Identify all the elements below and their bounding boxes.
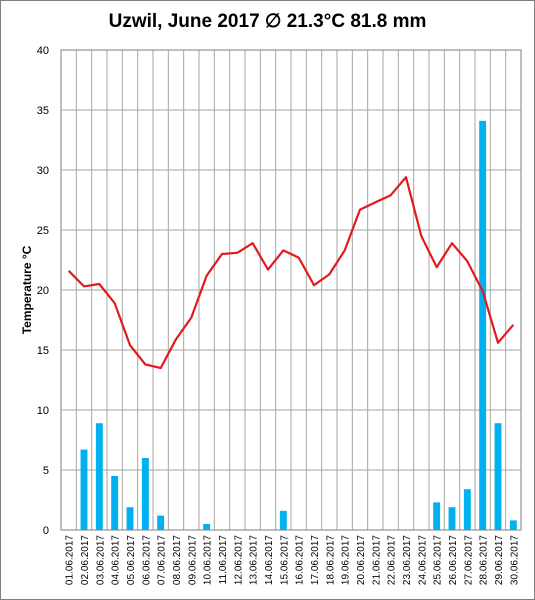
x-tick-label: 10.06.2017 xyxy=(203,535,214,585)
precipitation-bar xyxy=(433,502,441,530)
x-tick-label: 27.06.2017 xyxy=(463,535,474,585)
precipitation-bar xyxy=(111,476,119,530)
precipitation-bar xyxy=(463,489,471,530)
precipitation-bar xyxy=(509,520,517,530)
precipitation-bar xyxy=(126,507,134,530)
x-tick-label: 26.06.2017 xyxy=(448,535,459,585)
x-tick-label: 03.06.2017 xyxy=(95,535,106,585)
x-tick-label: 16.06.2017 xyxy=(295,535,306,585)
x-tick-label: 06.06.2017 xyxy=(141,535,152,585)
x-tick-label: 18.06.2017 xyxy=(325,535,336,585)
y-tick-label: 30 xyxy=(37,165,49,177)
y-tick-label: 20 xyxy=(37,285,49,297)
x-tick-label: 02.06.2017 xyxy=(80,535,91,585)
precipitation-bar xyxy=(448,507,456,530)
x-tick-label: 09.06.2017 xyxy=(187,535,198,585)
precipitation-bar xyxy=(479,120,487,531)
x-tick-label: 19.06.2017 xyxy=(341,535,352,585)
x-tick-label: 08.06.2017 xyxy=(172,535,183,585)
x-tick-label: 12.06.2017 xyxy=(233,535,244,585)
x-tick-label: 23.06.2017 xyxy=(402,535,413,585)
x-tick-label: 17.06.2017 xyxy=(310,535,321,585)
x-tick-label: 25.06.2017 xyxy=(433,535,444,585)
x-tick-label: 15.06.2017 xyxy=(279,535,290,585)
y-axis-label: Temperature °C xyxy=(20,245,34,334)
x-tick-label: 01.06.2017 xyxy=(65,535,76,585)
precipitation-bar xyxy=(157,515,165,530)
y-tick-label: 5 xyxy=(43,465,49,477)
x-tick-label: 20.06.2017 xyxy=(356,535,367,585)
y-tick-label: 40 xyxy=(37,45,49,57)
precipitation-bar xyxy=(279,510,287,530)
y-tick-label: 0 xyxy=(43,525,49,537)
precipitation-bar xyxy=(203,524,211,530)
plot-area-border xyxy=(60,49,522,531)
x-tick-label: 29.06.2017 xyxy=(494,535,505,585)
y-tick-label: 25 xyxy=(37,225,49,237)
chart-title: Uzwil, June 2017 ∅ 21.3°C 81.8 mm xyxy=(108,11,427,32)
y-tick-label: 35 xyxy=(37,105,49,117)
x-tick-label: 21.06.2017 xyxy=(371,535,382,585)
x-tick-label: 05.06.2017 xyxy=(126,535,137,585)
y-tick-label: 15 xyxy=(37,345,49,357)
x-tick-label: 30.06.2017 xyxy=(509,535,520,585)
y-tick-label: 10 xyxy=(37,405,49,417)
x-tick-label: 04.06.2017 xyxy=(111,535,122,585)
temperature-line xyxy=(67,176,515,370)
x-tick-label: 07.06.2017 xyxy=(157,535,168,585)
precipitation-bar xyxy=(494,423,502,530)
precipitation-bar xyxy=(80,449,88,530)
precipitation-bar xyxy=(95,423,103,530)
x-tick-label: 22.06.2017 xyxy=(387,535,398,585)
x-tick-label: 24.06.2017 xyxy=(417,535,428,585)
x-tick-label: 14.06.2017 xyxy=(264,535,275,585)
x-tick-label: 28.06.2017 xyxy=(479,535,490,585)
precipitation-bar xyxy=(141,458,149,530)
x-tick-label: 13.06.2017 xyxy=(249,535,260,585)
x-tick-label: 11.06.2017 xyxy=(218,535,229,585)
